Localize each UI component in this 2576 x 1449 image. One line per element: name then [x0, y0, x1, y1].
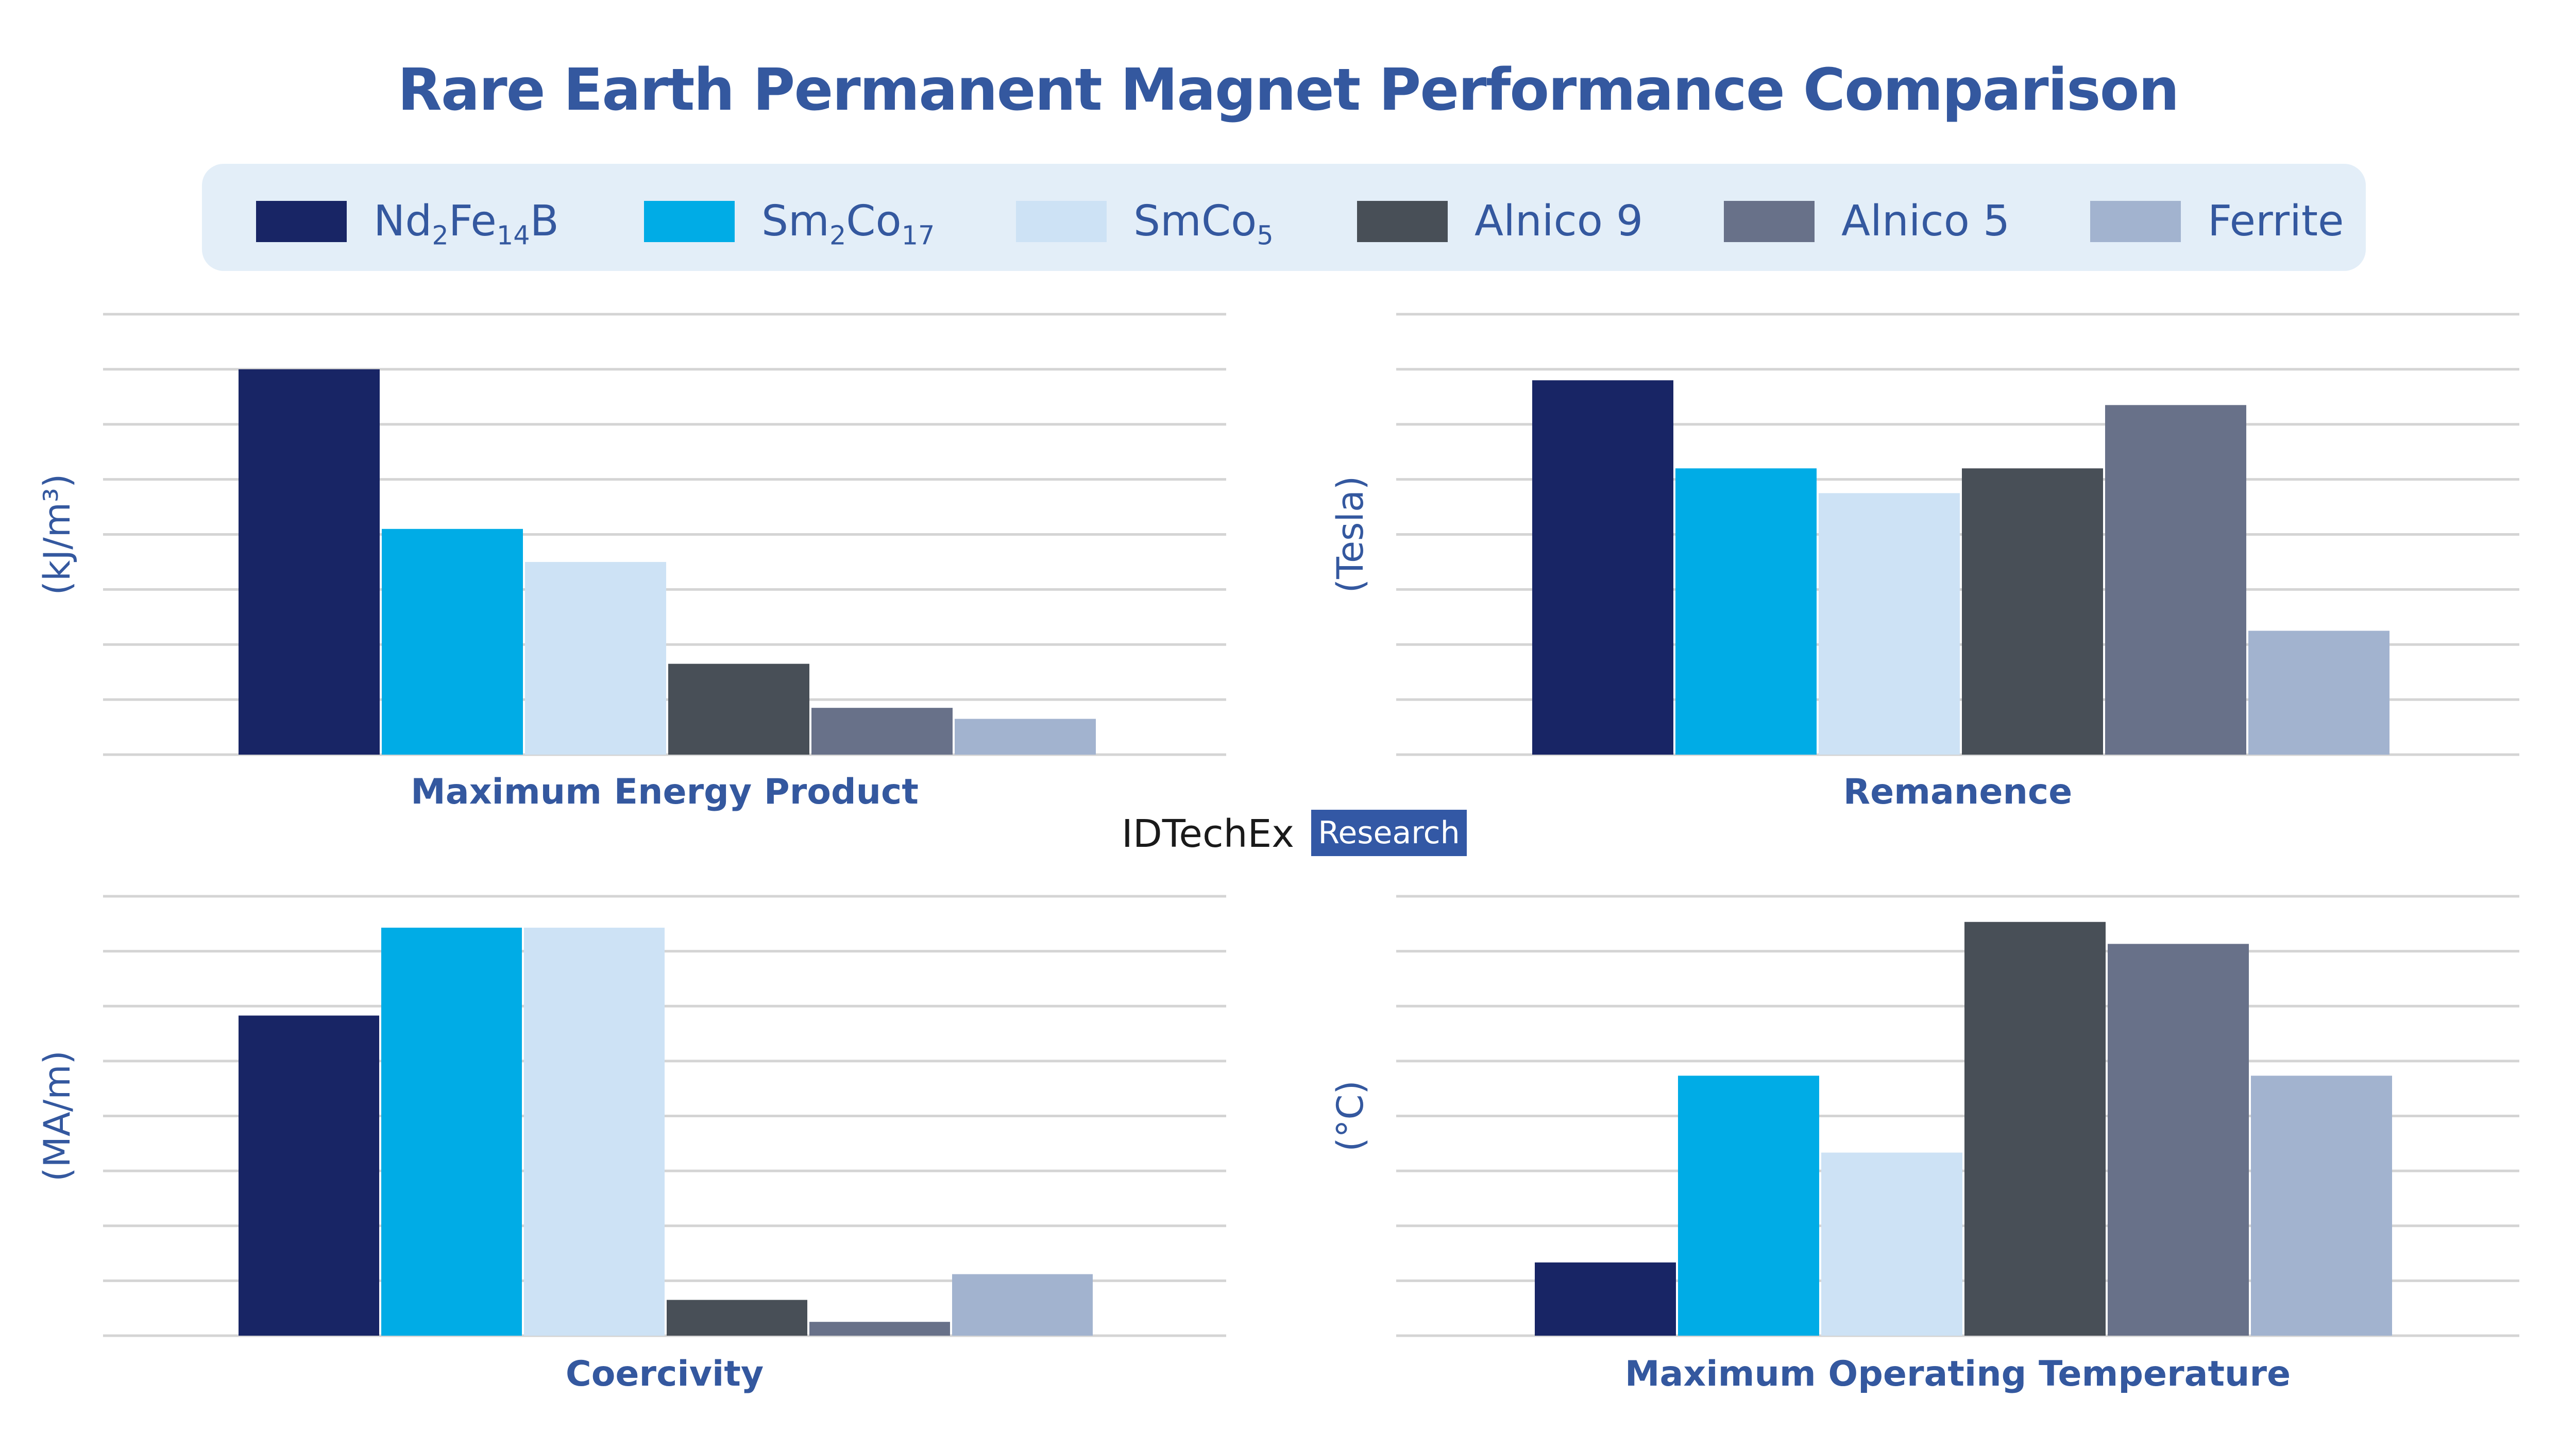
- legend-swatch-smco5: [1016, 201, 1107, 242]
- bar-nd2fe14b: [1535, 1262, 1676, 1336]
- bar-alnico-5: [2105, 405, 2246, 755]
- chart-title: Rare Earth Permanent Magnet Performance …: [397, 57, 2180, 124]
- bar-alnico-9: [1964, 922, 2106, 1336]
- bar-alnico-5: [2108, 944, 2249, 1336]
- legend-swatch-nd2fe14b: [256, 201, 347, 242]
- chart-maximum-energy-product: Maximum Energy Product (kJ/m³): [36, 313, 1226, 812]
- legend-label-alnico5: Alnico 5: [1841, 197, 2010, 246]
- y-axis-label: (MA/m): [36, 1050, 78, 1182]
- y-axis-label: (Tesla): [1329, 476, 1371, 593]
- bar-nd2fe14b: [239, 369, 380, 755]
- legend-swatch-alnico9: [1357, 201, 1448, 242]
- bar-ferrite: [952, 1274, 1093, 1336]
- bar-ferrite: [955, 719, 1096, 755]
- panel-title: Coercivity: [566, 1354, 764, 1394]
- legend-label-smco5: SmCo5: [1133, 197, 1274, 251]
- bar-sm2co17: [382, 529, 523, 755]
- bar-sm2co17: [381, 927, 522, 1336]
- bar-alnico-9: [667, 1300, 807, 1336]
- legend: Nd2Fe14B Sm2Co17 SmCo5 Alnico 9 Alnico 5…: [202, 164, 2366, 271]
- logo-tag: Research: [1311, 810, 1467, 856]
- bar-nd2fe14b: [1532, 380, 1673, 755]
- chart-maximum-operating-temperature: Maximum Operating Temperature (°C): [1329, 895, 2519, 1394]
- logo-brand: IDTechEx: [1122, 812, 1295, 856]
- bar-alnico-5: [811, 708, 953, 755]
- bar-alnico-9: [1962, 468, 2103, 755]
- bar-smco5: [1821, 1152, 1962, 1336]
- bar-nd2fe14b: [239, 1015, 379, 1336]
- y-axis-label: (°C): [1329, 1080, 1371, 1152]
- chart-remanence: Remanence (Tesla): [1329, 313, 2519, 812]
- bar-smco5: [524, 927, 665, 1336]
- legend-swatch-ferrite: [2090, 201, 2181, 242]
- panel-title: Maximum Energy Product: [411, 772, 919, 812]
- y-axis-label: (kJ/m³): [36, 474, 78, 595]
- bar-smco5: [1819, 493, 1960, 755]
- bar-sm2co17: [1678, 1076, 1819, 1336]
- panel-title: Maximum Operating Temperature: [1625, 1354, 2291, 1394]
- legend-label-nd2fe14b: Nd2Fe14B: [374, 197, 559, 251]
- chart-coercivity: Coercivity (MA/m): [36, 895, 1226, 1394]
- bar-ferrite: [2251, 1076, 2392, 1336]
- panel-title: Remanence: [1843, 772, 2073, 812]
- legend-label-ferrite: Ferrite: [2208, 197, 2344, 246]
- bar-smco5: [525, 561, 666, 755]
- legend-swatch-sm2co17: [644, 201, 735, 242]
- bar-alnico-9: [668, 663, 809, 755]
- legend-label-sm2co17: Sm2Co17: [761, 197, 935, 251]
- bar-alnico-5: [809, 1322, 950, 1336]
- legend-label-alnico9: Alnico 9: [1475, 197, 1643, 246]
- bar-ferrite: [2248, 630, 2389, 755]
- bar-sm2co17: [1675, 468, 1817, 755]
- legend-swatch-alnico5: [1724, 201, 1815, 242]
